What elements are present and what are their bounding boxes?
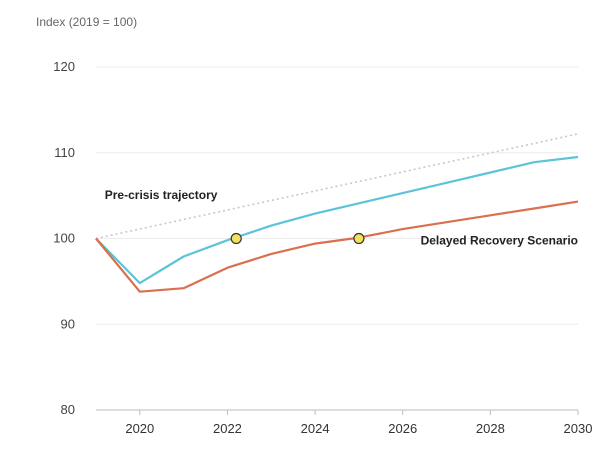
y-tick-label: 110 — [54, 145, 75, 160]
y-tick-label: 90 — [61, 316, 75, 331]
series-line-baseline — [95, 155, 579, 285]
annotation-label: Delayed Recovery Scenario — [421, 234, 578, 248]
x-tick-label: 2030 — [564, 421, 593, 436]
series-lines — [95, 133, 579, 293]
series-line-pre-crisis-trajectory — [95, 133, 579, 240]
annotations: Pre-crisis trajectory Delayed Recovery Sc… — [105, 188, 578, 247]
marker-point — [353, 232, 365, 245]
marker-point — [230, 232, 242, 245]
series-line-delayed-recovery-scenario — [95, 200, 579, 293]
y-tick-label: 100 — [53, 231, 75, 246]
x-tick-label: 2020 — [125, 421, 154, 436]
markers — [230, 232, 365, 245]
annotation-label: Pre-crisis trajectory — [105, 188, 218, 202]
x-tick-label: 2026 — [388, 421, 417, 436]
x-axis: 2020 2022 2024 2026 2028 2030 — [96, 409, 593, 436]
y-axis-label: Index (2019 = 100) — [36, 15, 137, 29]
x-tick-label: 2022 — [213, 421, 242, 436]
gridlines — [96, 66, 578, 325]
x-tick-label: 2028 — [476, 421, 505, 436]
y-tick-label: 80 — [61, 402, 75, 417]
y-tick-label: 120 — [53, 59, 75, 74]
y-tick-labels: 80 90 100 110 120 — [53, 59, 75, 417]
x-tick-label: 2024 — [301, 421, 330, 436]
